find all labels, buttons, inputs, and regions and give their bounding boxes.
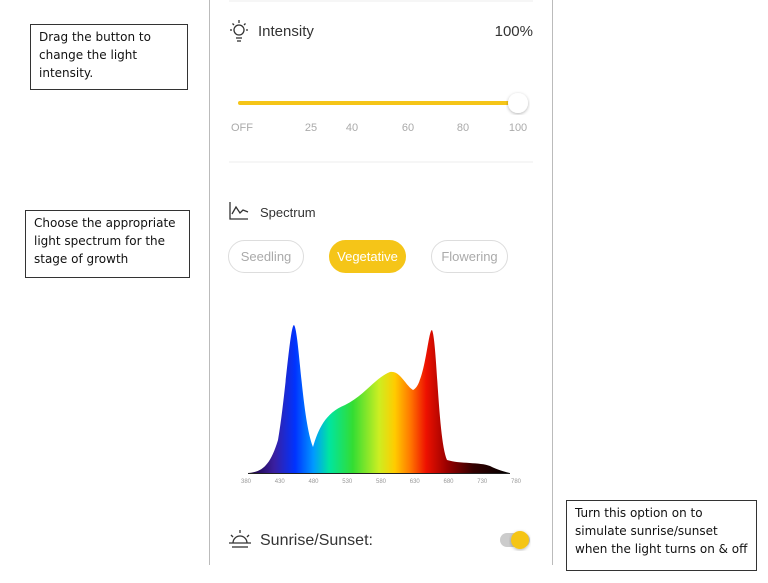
- toggle-knob[interactable]: [511, 531, 529, 549]
- sunrise-icon: [229, 530, 251, 548]
- option-seedling[interactable]: Seedling: [228, 240, 304, 273]
- callout-intensity: Drag the button to change the light inte…: [30, 24, 188, 90]
- slider-label: OFF: [231, 122, 253, 134]
- slider-label: 60: [401, 122, 415, 134]
- slider-label: 100: [508, 122, 528, 134]
- axis-label: 380: [240, 479, 252, 485]
- callout-sunrise: Turn this option on to simulate sunrise/…: [566, 500, 757, 571]
- spectrum-icon: [229, 202, 249, 220]
- slider-label: 80: [456, 122, 470, 134]
- spectrum-curve: [248, 325, 510, 473]
- spectrum-label: Spectrum: [260, 205, 316, 220]
- option-vegetative[interactable]: Vegetative: [329, 240, 406, 273]
- axis-label: 730: [477, 479, 488, 485]
- axis-label: 630: [409, 479, 420, 485]
- callout-spectrum: Choose the appropriate light spectrum fo…: [25, 210, 190, 278]
- axis-label: 530: [342, 479, 353, 485]
- axis-label: 780: [510, 479, 522, 485]
- axis-label: 430: [274, 479, 285, 485]
- option-flowering[interactable]: Flowering: [431, 240, 508, 273]
- slider-label: 25: [304, 122, 318, 134]
- axis-label: 480: [308, 479, 319, 485]
- intensity-value: 100%: [494, 23, 533, 40]
- axis-label: 680: [443, 479, 454, 485]
- intensity-label: Intensity: [258, 23, 314, 40]
- axis-label: 580: [375, 479, 387, 485]
- bulb-icon: [230, 20, 248, 42]
- sunrise-label: Sunrise/Sunset:: [260, 532, 373, 549]
- slider-label: 40: [345, 122, 359, 134]
- slider-knob[interactable]: [508, 93, 528, 113]
